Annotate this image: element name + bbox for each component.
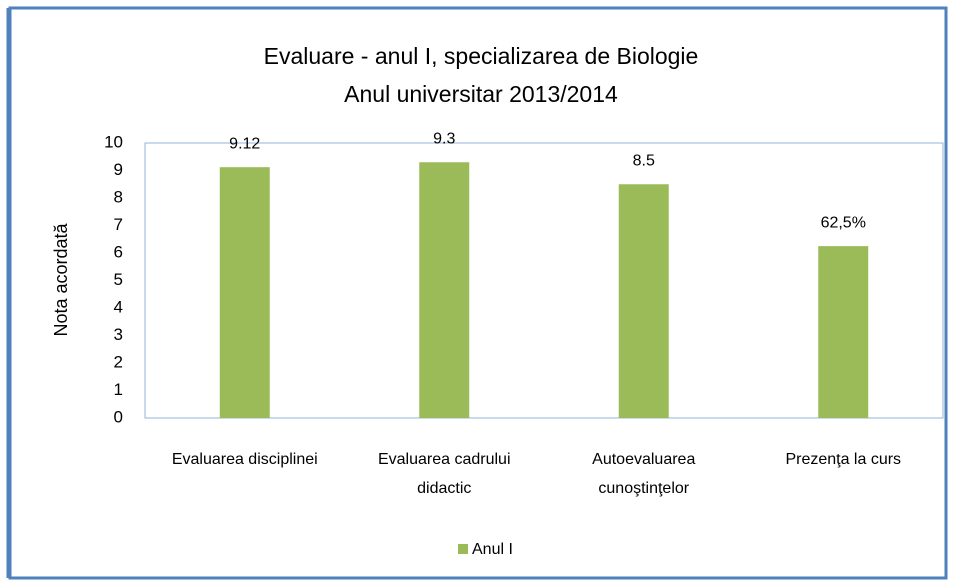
y-axis-label: Nota acordată <box>51 222 71 336</box>
bar <box>818 246 869 418</box>
data-label: 9.12 <box>229 135 260 152</box>
y-tick-label: 2 <box>114 352 123 371</box>
data-label: 8.5 <box>633 152 655 169</box>
data-label: 9.3 <box>433 130 455 147</box>
y-tick-label: 8 <box>114 187 123 206</box>
y-tick-label: 0 <box>114 407 123 426</box>
y-tick-label: 9 <box>114 160 123 179</box>
plot-area <box>144 142 944 419</box>
y-tick-label: 5 <box>114 270 123 289</box>
x-tick-label: Autoevaluarea cunoştinţelor <box>592 451 695 497</box>
legend-label: Anul I <box>472 541 513 558</box>
x-tick-label: Evaluarea cadrului didactic <box>378 451 511 497</box>
x-tick-label: Evaluarea disciplinei <box>172 451 318 468</box>
data-label: 62,5% <box>821 214 866 231</box>
y-tick-label: 6 <box>114 242 123 261</box>
x-tick-label: Prezenţa la curs <box>785 451 901 468</box>
y-tick-label: 1 <box>114 380 123 399</box>
y-tick-label: 10 <box>104 132 123 151</box>
chart-frame <box>8 6 948 580</box>
legend-swatch <box>458 544 468 554</box>
bar <box>618 184 669 418</box>
bar <box>419 162 470 418</box>
y-tick-label: 4 <box>114 297 123 316</box>
y-tick-label: 3 <box>114 325 123 344</box>
chart-subtitle: Anul universitar 2013/2014 <box>344 81 618 107</box>
y-tick-label: 7 <box>114 215 123 234</box>
bar <box>219 167 270 418</box>
chart-title: Evaluare - anul I, specializarea de Biol… <box>264 43 699 69</box>
